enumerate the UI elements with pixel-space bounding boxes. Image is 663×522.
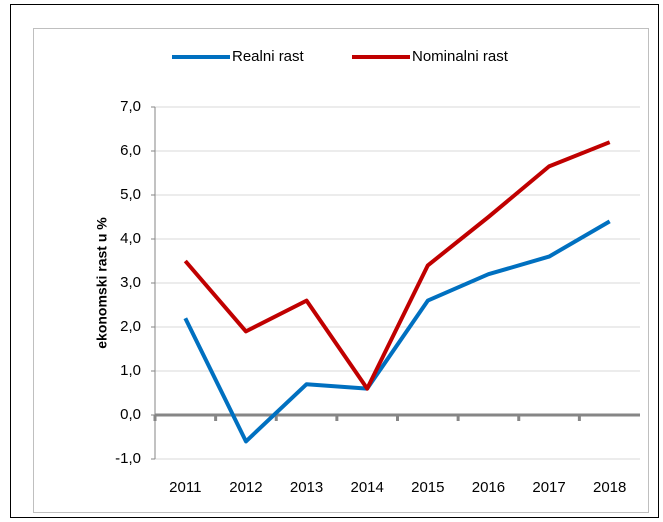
y-tick-label: 1,0	[120, 362, 141, 379]
y-tick-label: 7,0	[120, 98, 141, 115]
y-tick-label: 2,0	[120, 318, 141, 335]
y-tick-label: -1,0	[115, 450, 141, 467]
x-tick-label: 2015	[411, 479, 444, 496]
legend-label: Realni rast	[232, 48, 305, 65]
x-tick-label: 2016	[472, 479, 505, 496]
y-tick-label: 3,0	[120, 274, 141, 291]
chart-frame	[10, 4, 659, 518]
series-line	[183, 219, 611, 444]
y-tick-label: 5,0	[120, 186, 141, 203]
x-tick-label: 2013	[290, 479, 323, 496]
x-tick-label: 2014	[351, 479, 384, 496]
y-axis-title: ekonomski rast u %	[94, 217, 110, 349]
legend-label: Nominalni rast	[412, 48, 509, 65]
x-tick-label: 2012	[229, 479, 262, 496]
x-tick-label: 2011	[169, 479, 201, 496]
x-tick-label: 2017	[532, 479, 565, 496]
plot-frame	[33, 28, 649, 513]
y-tick-label: 4,0	[120, 230, 141, 247]
series-line	[183, 140, 611, 391]
x-tick-label: 2018	[593, 479, 626, 496]
y-tick-label: 6,0	[120, 142, 141, 159]
y-tick-label: 0,0	[120, 406, 141, 423]
